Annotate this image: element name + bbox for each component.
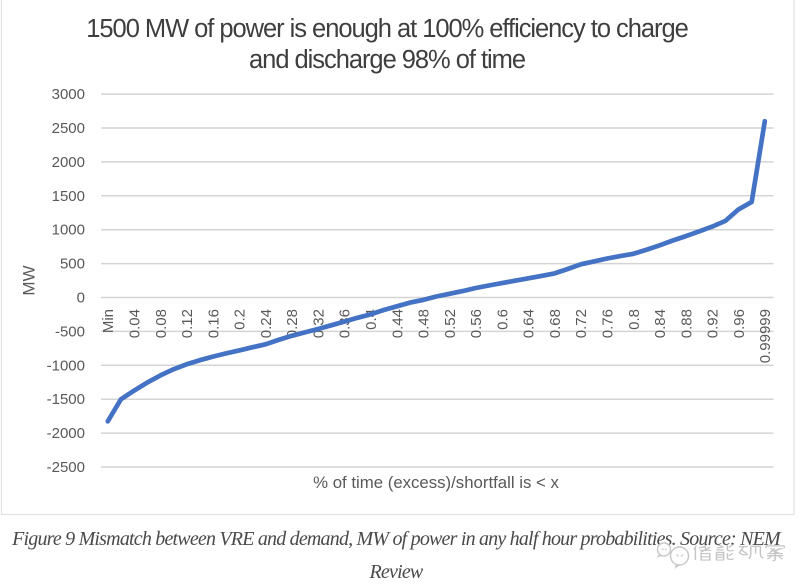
svg-text:0.84: 0.84 bbox=[652, 309, 669, 338]
svg-text:0: 0 bbox=[77, 290, 85, 307]
svg-text:0.2: 0.2 bbox=[232, 309, 249, 330]
svg-text:0.99999: 0.99999 bbox=[757, 309, 774, 363]
svg-text:0.16: 0.16 bbox=[205, 309, 222, 338]
svg-text:0.44: 0.44 bbox=[389, 309, 406, 338]
svg-text:2500: 2500 bbox=[52, 120, 85, 137]
svg-text:% of time (excess)/shortfall i: % of time (excess)/shortfall is < x bbox=[313, 473, 559, 492]
svg-text:0.56: 0.56 bbox=[468, 309, 485, 338]
svg-text:0.88: 0.88 bbox=[678, 309, 695, 338]
svg-text:0.72: 0.72 bbox=[573, 309, 590, 338]
svg-text:1500: 1500 bbox=[52, 188, 85, 205]
svg-text:0.8: 0.8 bbox=[626, 309, 643, 330]
svg-text:0.76: 0.76 bbox=[600, 309, 617, 338]
svg-text:0.64: 0.64 bbox=[521, 309, 538, 338]
svg-text:-2000: -2000 bbox=[47, 425, 85, 442]
svg-text:-500: -500 bbox=[55, 323, 85, 340]
svg-text:0.6: 0.6 bbox=[494, 309, 511, 330]
svg-text:-1000: -1000 bbox=[47, 357, 85, 374]
svg-text:MW: MW bbox=[20, 265, 39, 295]
svg-text:0.48: 0.48 bbox=[416, 309, 433, 338]
svg-text:-2500: -2500 bbox=[47, 459, 85, 476]
svg-text:0.32: 0.32 bbox=[310, 309, 327, 338]
svg-text:0.28: 0.28 bbox=[284, 309, 301, 338]
svg-text:0.12: 0.12 bbox=[179, 309, 196, 338]
svg-text:0.04: 0.04 bbox=[127, 309, 144, 338]
svg-text:0.92: 0.92 bbox=[705, 309, 722, 338]
svg-text:0.08: 0.08 bbox=[153, 309, 170, 338]
svg-text:0.24: 0.24 bbox=[258, 309, 275, 338]
svg-text:3000: 3000 bbox=[52, 86, 85, 103]
svg-text:500: 500 bbox=[60, 256, 85, 273]
svg-text:2000: 2000 bbox=[52, 154, 85, 171]
svg-text:1000: 1000 bbox=[52, 222, 85, 239]
svg-text:Min: Min bbox=[100, 309, 117, 333]
svg-text:-1500: -1500 bbox=[47, 391, 85, 408]
svg-text:0.52: 0.52 bbox=[442, 309, 459, 338]
svg-text:0.96: 0.96 bbox=[731, 309, 748, 338]
svg-text:0.68: 0.68 bbox=[547, 309, 564, 338]
